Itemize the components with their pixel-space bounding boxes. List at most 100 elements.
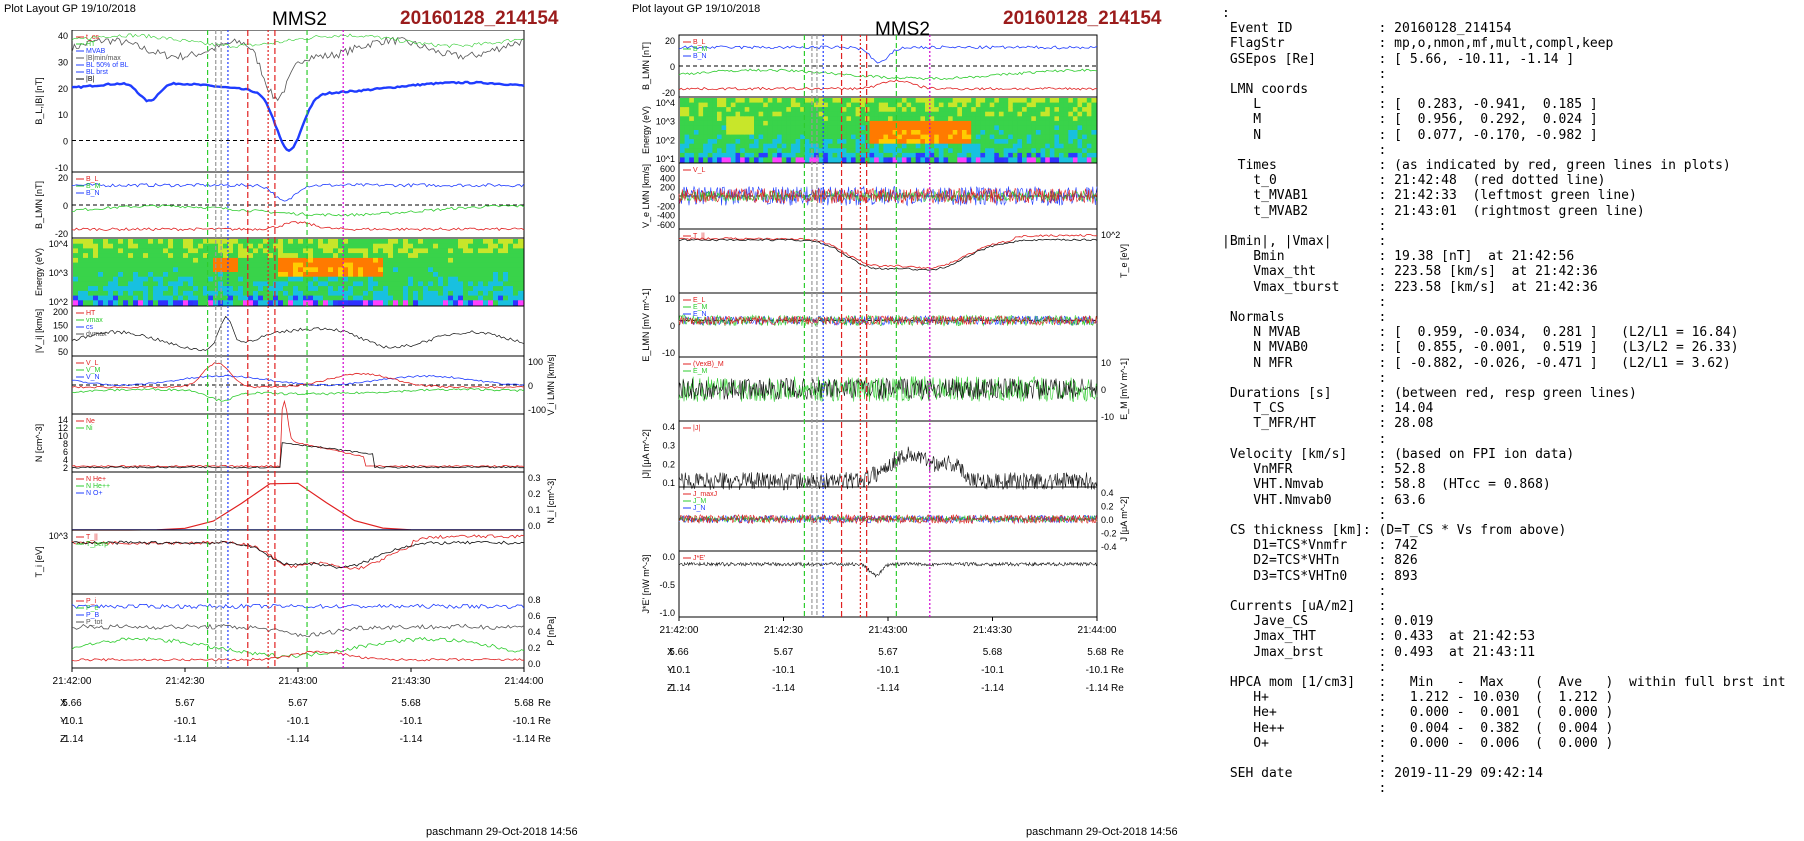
middle-panel: 10^4 10^3 10^2 10^1 Energy (eV) — [641, 96, 1098, 164]
info-line: D2=TCS*VHTn : 826 — [1222, 553, 1418, 569]
tick-label: -10 — [55, 163, 68, 173]
series-line — [71, 80, 525, 153]
coord-value: -1.14 — [1086, 683, 1109, 694]
legend-label: |J| — [693, 425, 700, 432]
tick-label: 10^3 — [49, 531, 68, 541]
info-line: He+ : 0.000 - 0.001 ( 0.000 ) — [1222, 705, 1614, 721]
tick-label: 0 — [63, 201, 68, 211]
info-line: Durations [s] : (between red, resp green… — [1222, 386, 1637, 402]
series-line — [71, 442, 524, 469]
left-panel: 100 0 -100 V_i LMN [km/s] V_LV_MV_N — [71, 354, 556, 416]
coord-unit: Re — [1111, 647, 1124, 658]
axis-label: E_LMN [mV m^-1] — [641, 288, 651, 361]
legend-label: V_M — [86, 367, 101, 374]
tick-label: 200 — [660, 183, 675, 193]
left-panel: 0.8 0.6 0.4 0.2 0.0 P [nPa] P_iP_eP_BP_tot — [71, 593, 556, 669]
info-line: FlagStr : mp,o,nmon,mf,mult,compl,keep — [1222, 36, 1614, 52]
tick-label: -200 — [657, 201, 675, 211]
info-line: : — [1222, 142, 1387, 158]
tick-label: -0.2 — [1101, 529, 1117, 539]
info-line: HPCA mom [1/cm3] : Min - Max ( Ave ) wit… — [1222, 674, 1786, 690]
info-line: N : [ 0.077, -0.170, -0.982 ] — [1222, 127, 1598, 143]
info-line: Jmax_THT : 0.433 at 21:42:53 — [1222, 629, 1536, 645]
axis-label: |J| [μA m^-2] — [641, 429, 651, 479]
axis-label: |V_i| [km/s] — [34, 309, 44, 353]
series-line — [678, 514, 1098, 524]
coord-value: -1.14 — [513, 734, 536, 745]
tick-label: -600 — [657, 220, 675, 230]
panel-frame — [71, 471, 525, 531]
series-line — [678, 79, 1097, 91]
coord-value: -10.1 — [400, 716, 423, 727]
middle-footer: paschmann 29-Oct-2018 14:56 — [1026, 826, 1178, 838]
coord-value: -10.1 — [981, 665, 1004, 676]
info-line: CS thickness [km]: (D=T_CS * Vs from abo… — [1222, 522, 1567, 538]
tick-label: 0.0 — [662, 552, 675, 562]
left-panel: 0.3 0.2 0.1 0.0 N_i [cm^-3] N He+N He++N O+ — [71, 471, 556, 531]
legend-label: |B| — [86, 76, 94, 83]
time-tick-label: 21:43:30 — [392, 676, 431, 687]
tick-label: 0.0 — [1101, 515, 1114, 525]
tick-label: 30 — [58, 57, 68, 67]
left-panel: 20 0 -20 B_LMN [nT] B_LB_MB_N — [34, 171, 525, 239]
info-line: t_0 : 21:42:48 (red dotted line) — [1222, 173, 1606, 189]
series-line — [71, 650, 524, 662]
tick-label: 0.2 — [528, 489, 541, 499]
tick-label: 10 — [58, 110, 68, 120]
legend-label: HT — [86, 41, 96, 48]
info-line: : — [1222, 294, 1387, 310]
legend-label: Ni — [86, 425, 93, 432]
middle-panel: 10^2 T_e [eV] T_|| — [678, 228, 1129, 294]
coord-unit: Re — [538, 716, 551, 727]
info-line: N MVAB0 : [ 0.855, -0.001, 0.519 ] (L3/L… — [1222, 340, 1739, 356]
tick-label: 0.4 — [528, 627, 541, 637]
coord-value: -1.14 — [400, 734, 423, 745]
coord-value: -1.14 — [772, 683, 795, 694]
middle-panel: 10 0 -10 E_M [mV m^-1] (VexB)_ME_M — [678, 356, 1129, 422]
legend-label: E_N — [693, 311, 707, 318]
series-line — [678, 561, 1098, 578]
tick-label: -10 — [1101, 412, 1114, 422]
coord-value: -10.1 — [287, 716, 310, 727]
tick-label: 10^4 — [49, 239, 68, 249]
series-line — [678, 377, 1098, 400]
info-line: : — [1222, 659, 1387, 675]
tick-label: 200 — [53, 307, 68, 317]
event-info-panel: : Event ID : 20160128_214154 FlagStr : m… — [1222, 6, 1802, 797]
info-line: Currents [uA/m2] : — [1222, 598, 1387, 614]
time-tick-label: 21:43:00 — [279, 676, 318, 687]
left-layout-label: Plot Layout GP 19/10/2018 — [4, 3, 136, 15]
tick-label: 600 — [660, 164, 675, 174]
coord-label: Y — [667, 665, 674, 676]
tick-label: 2 — [63, 463, 68, 473]
tick-label: 0.0 — [528, 521, 541, 531]
axis-label: B_LMN [nT] — [34, 181, 44, 229]
tick-label: 20 — [58, 173, 68, 183]
coord-value: 5.67 — [774, 647, 794, 658]
info-line: : — [1222, 370, 1387, 386]
tick-label: 150 — [53, 320, 68, 330]
tick-label: 0.8 — [528, 595, 541, 605]
time-tick-label: 21:44:00 — [1078, 625, 1117, 636]
axis-label: Energy (eV) — [34, 248, 44, 296]
coord-value: 5.68 — [983, 647, 1003, 658]
tick-label: 0.2 — [662, 459, 675, 469]
series-line — [71, 36, 525, 102]
axis-label: B_L,|B| [nT] — [34, 77, 44, 124]
tick-label: 0.3 — [662, 441, 675, 451]
info-line: L : [ 0.283, -0.941, 0.185 ] — [1222, 97, 1598, 113]
tick-label: 10^3 — [49, 268, 68, 278]
panel-frame — [71, 30, 525, 173]
info-line: M : [ 0.956, 0.292, 0.024 ] — [1222, 112, 1598, 128]
legend-label: V_N — [86, 374, 100, 381]
middle-panel: 0.0 -0.5 -1.0 J*E' [nW m^-3] J*E' — [641, 550, 1098, 618]
legend-label: BL 50% of BL — [86, 62, 129, 69]
tick-label: 0 — [1101, 385, 1106, 395]
legend-label: vmax — [86, 317, 103, 324]
coord-value: -1.14 — [981, 683, 1004, 694]
info-line: N MVAB : [ 0.959, -0.034, 0.281 ] (L2/L1… — [1222, 325, 1739, 341]
coord-label: X — [60, 698, 67, 709]
tick-label: 14 — [58, 415, 68, 425]
